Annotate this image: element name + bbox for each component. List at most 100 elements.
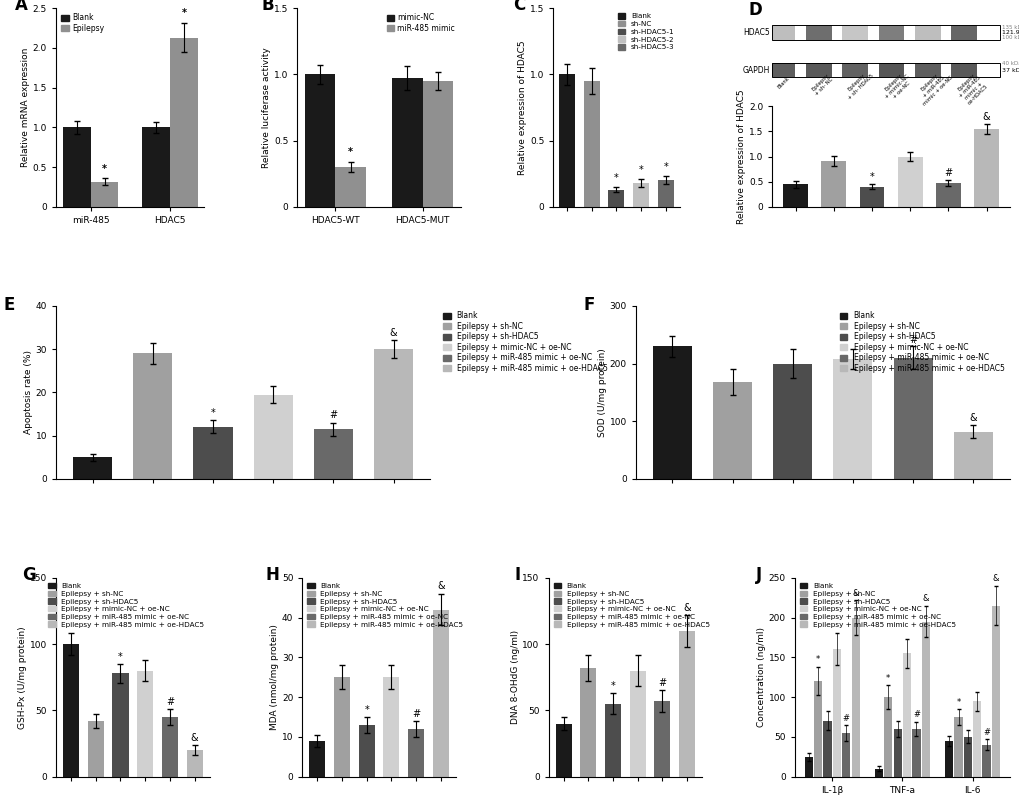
Bar (383, 677, 399, 777)
Bar (408, 729, 424, 777)
Bar (194, 427, 232, 479)
Text: *: * (102, 163, 107, 174)
Bar (170, 37, 198, 207)
Bar (162, 717, 177, 777)
Bar (679, 631, 695, 777)
Text: A: A (14, 0, 28, 14)
Bar (309, 741, 325, 777)
Y-axis label: Relative luciferase activity: Relative luciferase activity (262, 47, 271, 168)
Bar (657, 180, 674, 207)
Text: I: I (515, 565, 521, 584)
Bar (877, 25, 904, 40)
Legend: mimic-NC, miR-485 mimic: mimic-NC, miR-485 mimic (385, 12, 457, 35)
Bar (91, 181, 118, 207)
Bar (842, 733, 850, 777)
Y-axis label: Concentration (ng/ml): Concentration (ng/ml) (756, 627, 765, 727)
Bar (186, 750, 203, 777)
Legend: Blank, Epilepsy + sh-NC, Epilepsy + sh-HDAC5, Epilepsy + mimic-NC + oe-NC, Epile: Blank, Epilepsy + sh-NC, Epilepsy + sh-H… (47, 582, 206, 629)
Legend: Blank, Epilepsy + sh-NC, Epilepsy + sh-HDAC5, Epilepsy + mimic-NC + oe-NC, Epile: Blank, Epilepsy + sh-NC, Epilepsy + sh-H… (441, 310, 608, 375)
Bar (783, 184, 807, 207)
Text: #: # (944, 168, 952, 178)
Bar (804, 756, 812, 777)
Text: Blank: Blank (776, 75, 791, 90)
Text: &: & (191, 733, 198, 743)
Text: *: * (869, 172, 873, 182)
Bar (832, 650, 840, 777)
Bar (583, 81, 599, 207)
Text: #: # (912, 710, 919, 719)
Text: *: * (638, 165, 643, 176)
Text: E: E (4, 295, 15, 314)
Text: 100 kDa: 100 kDa (1001, 35, 1019, 40)
Bar (935, 184, 960, 207)
Bar (893, 729, 901, 777)
Bar (883, 697, 892, 777)
Bar (608, 190, 624, 207)
Bar (951, 25, 976, 40)
Bar (805, 25, 830, 40)
Text: #: # (329, 410, 337, 421)
Text: #: # (908, 334, 916, 345)
Text: &: & (968, 413, 976, 423)
Bar (654, 701, 669, 777)
Y-axis label: GSH-Px (U/mg protein): GSH-Px (U/mg protein) (18, 626, 28, 729)
Bar (897, 156, 922, 207)
Bar (981, 745, 989, 777)
Bar (112, 673, 128, 777)
Bar (893, 358, 931, 479)
Bar (768, 63, 795, 78)
Bar (712, 382, 751, 479)
Bar (305, 74, 335, 207)
Y-axis label: Relative expression of HDAC5: Relative expression of HDAC5 (737, 89, 746, 224)
Bar (359, 725, 374, 777)
Bar (652, 346, 691, 479)
Text: #: # (657, 679, 665, 688)
Bar (772, 363, 811, 479)
Bar (604, 704, 621, 777)
Bar (954, 717, 962, 777)
Text: #: # (842, 714, 849, 722)
Bar (633, 183, 648, 207)
Bar (334, 677, 350, 777)
Y-axis label: SOD (U/mg protein): SOD (U/mg protein) (597, 348, 606, 437)
Text: D: D (748, 2, 761, 19)
Text: *: * (118, 652, 122, 662)
Text: #: # (166, 697, 174, 707)
Text: HDAC5: HDAC5 (743, 28, 769, 36)
Legend: Blank, Epilepsy + sh-NC, Epilepsy + sh-HDAC5, Epilepsy + mimic-NC + oe-NC, Epile: Blank, Epilepsy + sh-NC, Epilepsy + sh-H… (838, 310, 1005, 375)
Text: *: * (613, 173, 619, 183)
Text: &: & (683, 603, 690, 613)
Bar (972, 701, 980, 777)
Text: J: J (755, 565, 761, 584)
Text: &: & (982, 112, 989, 121)
Bar (813, 681, 821, 777)
Legend: Blank, Epilepsy + sh-NC, Epilepsy + sh-HDAC5, Epilepsy + mimic-NC + oe-NC, Epile: Blank, Epilepsy + sh-NC, Epilepsy + sh-H… (798, 582, 957, 629)
Legend: Blank, sh-NC, sh-HDAC5-1, sh-HDAC5-2, sh-HDAC5-3: Blank, sh-NC, sh-HDAC5-1, sh-HDAC5-2, sh… (615, 11, 676, 52)
Bar (842, 25, 867, 40)
Bar (771, 63, 999, 78)
Text: 37 kDa: 37 kDa (1001, 68, 1019, 73)
Text: Epilepsy
+ sh- NC: Epilepsy + sh- NC (810, 72, 834, 96)
Legend: Blank, Epilepsy: Blank, Epilepsy (60, 12, 106, 35)
Text: *: * (364, 705, 369, 714)
Bar (768, 25, 795, 40)
Bar (990, 606, 999, 777)
Text: &: & (389, 328, 397, 338)
Bar (914, 25, 940, 40)
Text: 135 kDa: 135 kDa (1001, 24, 1019, 29)
Bar (921, 621, 929, 777)
Y-axis label: Relative expression of HDAC5: Relative expression of HDAC5 (518, 40, 527, 175)
Bar (391, 78, 422, 207)
Text: *: * (886, 674, 890, 683)
Text: *: * (181, 8, 186, 19)
Text: #: # (412, 709, 420, 718)
Bar (902, 654, 910, 777)
Bar (874, 769, 882, 777)
Text: #: # (982, 728, 989, 737)
Bar (914, 63, 940, 78)
Bar (432, 609, 448, 777)
Bar (973, 129, 998, 207)
Text: &: & (921, 595, 928, 604)
Bar (859, 187, 883, 207)
Bar (422, 81, 452, 207)
